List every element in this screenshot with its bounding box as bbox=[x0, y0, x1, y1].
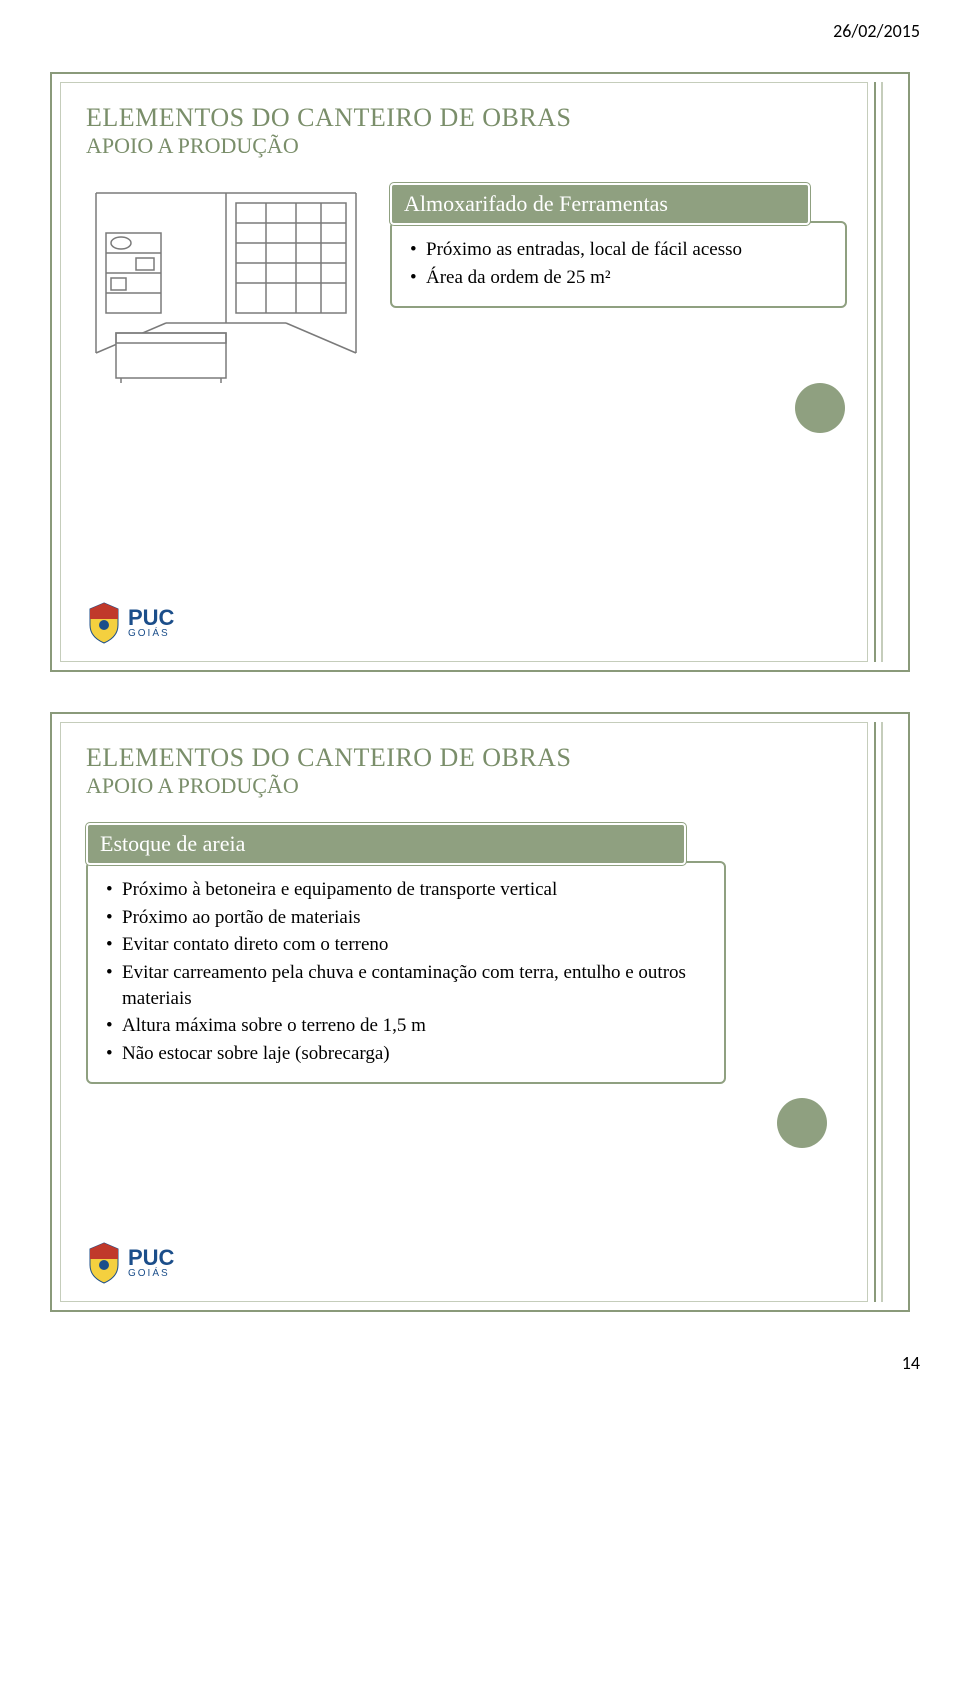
logo-line1: PUC bbox=[128, 1247, 174, 1269]
logo-line2: GOIÁS bbox=[128, 1269, 174, 1279]
circle-accent bbox=[777, 1098, 827, 1148]
list-item: Evitar carreamento pela chuva e contamin… bbox=[106, 960, 710, 1011]
list-item: Evitar contato direto com o terreno bbox=[106, 932, 710, 958]
slide-inner: ELEMENTOS DO CANTEIRO DE OBRAS APOIO A P… bbox=[60, 82, 868, 662]
date-header: 26/02/2015 bbox=[50, 20, 920, 42]
slide-2: ELEMENTOS DO CANTEIRO DE OBRAS APOIO A P… bbox=[50, 712, 910, 1312]
list-item: Próximo à betoneira e equipamento de tra… bbox=[106, 877, 710, 903]
warehouse-illustration bbox=[86, 183, 366, 393]
content-box: Almoxarifado de Ferramentas Próximo as e… bbox=[390, 183, 847, 308]
shield-icon bbox=[86, 601, 122, 645]
box-header: Estoque de areia bbox=[86, 823, 686, 865]
right-rail bbox=[874, 82, 900, 662]
bullet-list: Próximo à betoneira e equipamento de tra… bbox=[106, 877, 710, 1066]
logo: PUC GOIÁS bbox=[86, 1241, 174, 1285]
list-item: Não estocar sobre laje (sobrecarga) bbox=[106, 1041, 710, 1067]
list-item: Próximo ao portão de materiais bbox=[106, 905, 710, 931]
logo-line2: GOIÁS bbox=[128, 629, 174, 639]
list-item: Área da ordem de 25 m² bbox=[410, 265, 831, 291]
logo-text: PUC GOIÁS bbox=[128, 1247, 174, 1279]
shield-icon bbox=[86, 1241, 122, 1285]
slide-subtitle: APOIO A PRODUÇÃO bbox=[86, 773, 847, 799]
list-item: Próximo as entradas, local de fácil aces… bbox=[410, 237, 831, 263]
bullet-list: Próximo as entradas, local de fácil aces… bbox=[410, 237, 831, 290]
page-number: 14 bbox=[50, 1352, 920, 1374]
box-header: Almoxarifado de Ferramentas bbox=[390, 183, 810, 225]
slide-subtitle: APOIO A PRODUÇÃO bbox=[86, 133, 847, 159]
content-box: Estoque de areia Próximo à betoneira e e… bbox=[86, 823, 847, 1084]
slide-inner: ELEMENTOS DO CANTEIRO DE OBRAS APOIO A P… bbox=[60, 722, 868, 1302]
box-body: Próximo as entradas, local de fácil aces… bbox=[390, 221, 847, 308]
right-rail bbox=[874, 722, 900, 1302]
logo-line1: PUC bbox=[128, 607, 174, 629]
logo: PUC GOIÁS bbox=[86, 601, 174, 645]
slide-1: ELEMENTOS DO CANTEIRO DE OBRAS APOIO A P… bbox=[50, 72, 910, 672]
logo-text: PUC GOIÁS bbox=[128, 607, 174, 639]
list-item: Altura máxima sobre o terreno de 1,5 m bbox=[106, 1013, 710, 1039]
slide-title: ELEMENTOS DO CANTEIRO DE OBRAS bbox=[86, 743, 847, 773]
circle-accent bbox=[795, 383, 845, 433]
box-body: Próximo à betoneira e equipamento de tra… bbox=[86, 861, 726, 1084]
slide-title: ELEMENTOS DO CANTEIRO DE OBRAS bbox=[86, 103, 847, 133]
